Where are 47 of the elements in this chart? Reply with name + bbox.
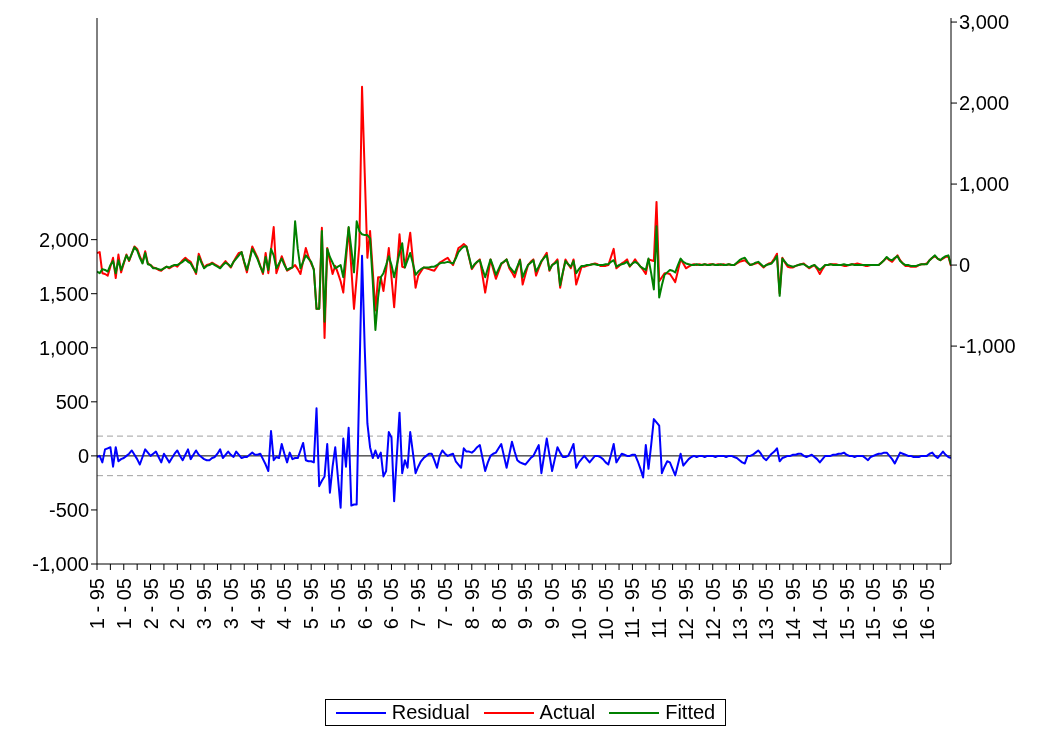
x-tick-label: 4 - 95	[246, 578, 269, 630]
x-tick-label: 1 - 95	[86, 578, 108, 630]
x-tick-label: 10 - 05	[594, 578, 617, 641]
y2-tick-label: 3,000	[959, 11, 1010, 34]
x-tick-label: 11 - 95	[621, 578, 644, 639]
y-tick-label: 2,000	[38, 228, 89, 251]
x-tick-label: 5 - 05	[326, 578, 349, 630]
x-tick-label: 2 - 05	[166, 578, 189, 630]
x-tick-label: 2 - 95	[139, 578, 162, 630]
x-tick-label: 7 - 95	[407, 578, 430, 630]
y2-tick-label: -1,000	[959, 335, 1016, 358]
x-tick-label: 14 - 05	[808, 578, 831, 641]
x-tick-label: 15 - 95	[835, 578, 858, 641]
x-tick-label: 7 - 05	[434, 578, 457, 630]
y-tick-label: 1,500	[38, 282, 89, 305]
x-tick-label: 3 - 05	[219, 578, 242, 630]
x-tick-label: 10 - 95	[567, 578, 590, 641]
x-tick-label: 9 - 05	[541, 578, 564, 630]
x-tick-label: 11 - 05	[648, 578, 671, 639]
x-tick-label: 3 - 95	[193, 578, 216, 630]
x-tick-label: 15 - 05	[862, 578, 885, 641]
y-tick-label: 0	[77, 444, 89, 467]
x-tick-label: 9 - 95	[514, 578, 537, 630]
y-tick-label: 1,000	[38, 336, 89, 359]
y2-tick-label: 0	[959, 254, 971, 277]
x-tick-label: 1 - 05	[112, 578, 135, 630]
x-tick-label: 16 - 05	[915, 578, 938, 641]
x-tick-label: 13 - 95	[728, 578, 751, 641]
x-tick-label: 12 - 05	[701, 578, 724, 641]
x-tick-label: 16 - 95	[889, 578, 912, 641]
legend-label: Actual	[539, 701, 596, 724]
x-tick-label: 5 - 95	[300, 578, 323, 630]
x-tick-label: 12 - 95	[674, 578, 697, 641]
x-tick-label: 13 - 05	[755, 578, 778, 641]
x-tick-label: 6 - 95	[353, 578, 376, 630]
x-tick-label: 8 - 05	[487, 578, 510, 630]
y2-tick-label: 1,000	[959, 173, 1010, 196]
legend-label: Fitted	[665, 701, 716, 724]
y2-tick-label: 2,000	[959, 92, 1010, 115]
x-tick-label: 8 - 95	[460, 578, 483, 630]
x-tick-label: 14 - 95	[782, 578, 805, 641]
x-tick-label: 6 - 05	[380, 578, 403, 630]
y-tick-label: -1,000	[32, 553, 89, 576]
legend-label: Residual	[391, 701, 470, 724]
x-tick-label: 4 - 05	[273, 578, 296, 630]
y-tick-label: -500	[48, 499, 89, 522]
y-tick-label: 500	[55, 390, 89, 413]
